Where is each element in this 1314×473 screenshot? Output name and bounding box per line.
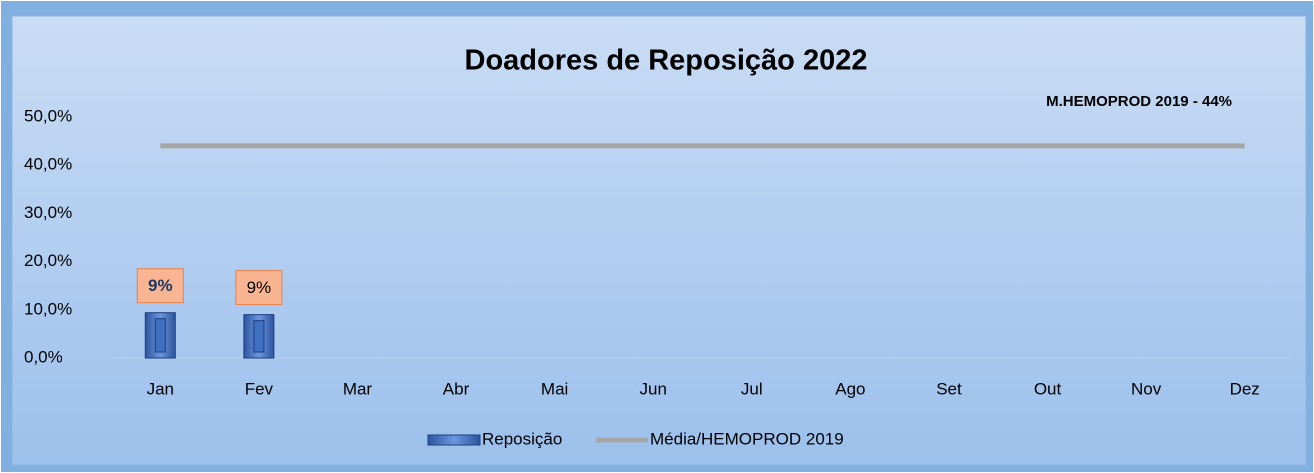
y-tick-label: 40,0% bbox=[24, 155, 72, 174]
x-tick-label: Jan bbox=[147, 379, 174, 398]
x-tick-label: Set bbox=[936, 379, 962, 398]
legend-label: Reposição bbox=[482, 429, 562, 448]
value-label-box bbox=[136, 268, 184, 304]
bar-inner bbox=[253, 320, 265, 353]
x-tick-label: Mai bbox=[541, 379, 568, 398]
x-tick-label: Fev bbox=[245, 379, 274, 398]
y-tick-label: 50,0% bbox=[24, 106, 72, 125]
legend-label: Média/HEMOPROD 2019 bbox=[650, 429, 844, 448]
y-tick-label: 30,0% bbox=[24, 203, 72, 222]
x-tick-label: Out bbox=[1034, 379, 1062, 398]
bar-inner bbox=[154, 318, 166, 353]
x-tick-label: Nov bbox=[1131, 379, 1162, 398]
x-tick-label: Abr bbox=[443, 379, 470, 398]
y-tick-label: 10,0% bbox=[24, 299, 72, 318]
value-label-box bbox=[235, 270, 283, 306]
x-tick-label: Mar bbox=[343, 379, 373, 398]
legend-swatch bbox=[427, 434, 481, 446]
annotation: M.HEMOPROD 2019 - 44% bbox=[1046, 93, 1232, 110]
x-tick-label: Ago bbox=[835, 379, 865, 398]
y-tick-label: 0,0% bbox=[24, 347, 63, 366]
x-tick-label: Jul bbox=[741, 379, 763, 398]
x-tick-label: Dez bbox=[1230, 379, 1260, 398]
chart-title: Doadores de Reposição 2022 bbox=[465, 45, 868, 77]
y-tick-label: 20,0% bbox=[24, 251, 72, 270]
x-tick-label: Jun bbox=[639, 379, 666, 398]
value-label: 9% bbox=[148, 276, 173, 295]
chart-area bbox=[11, 15, 1307, 466]
value-label: 9% bbox=[247, 278, 272, 297]
